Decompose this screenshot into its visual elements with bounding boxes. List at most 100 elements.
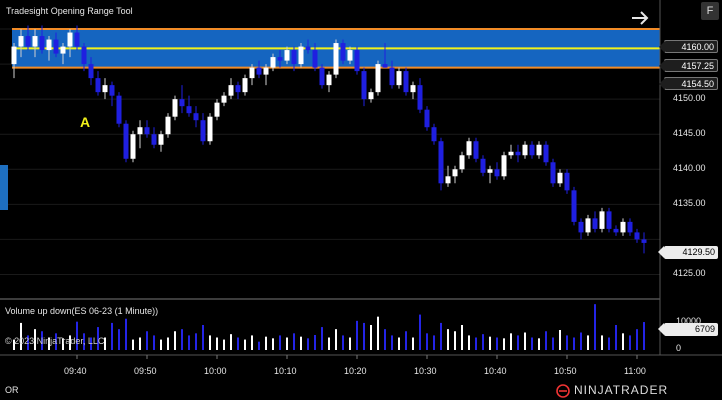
volume-bar: [349, 337, 351, 350]
candle-body: [60, 46, 66, 54]
candle: [466, 137, 472, 159]
volume-bar: [167, 337, 169, 350]
volume-bar: [524, 332, 526, 350]
candle-body: [228, 85, 234, 96]
volume-bar: [587, 335, 589, 350]
candle-body: [522, 144, 528, 156]
last-volume-tag: 6709: [658, 323, 718, 336]
volume-bar: [237, 337, 239, 350]
candle: [368, 88, 374, 103]
candle: [557, 169, 563, 187]
volume-bar: [230, 334, 232, 350]
time-axis-label: 10:30: [414, 366, 437, 376]
candle-body: [158, 134, 164, 145]
candle-body: [333, 43, 339, 75]
f-button[interactable]: F: [701, 2, 719, 20]
candle-body: [389, 67, 395, 86]
volume-bar: [440, 322, 442, 350]
candle-body: [564, 172, 570, 191]
volume-bar: [426, 333, 428, 350]
candle-body: [242, 78, 248, 93]
volume-bar: [566, 335, 568, 350]
volume-bar: [433, 335, 435, 350]
candle: [641, 232, 647, 254]
time-axis-label: 09:50: [134, 366, 157, 376]
candle: [256, 60, 262, 79]
candle-body: [424, 109, 430, 128]
candle: [144, 120, 150, 138]
candle: [228, 78, 234, 100]
price-axis-label: 4125.00: [673, 268, 706, 279]
candle: [242, 74, 248, 96]
candle-body: [53, 39, 59, 54]
candle: [88, 57, 94, 86]
candle-body: [578, 221, 584, 233]
volume-bar: [601, 335, 603, 350]
volume-bar: [272, 338, 274, 350]
time-axis-label: 10:10: [274, 366, 297, 376]
volume-bar: [405, 331, 407, 350]
candle-body: [326, 74, 332, 86]
candlestick-series: [11, 25, 647, 254]
volume-bar: [279, 335, 281, 350]
price-axis-label: 4135.00: [673, 198, 706, 209]
volume-bar: [265, 336, 267, 350]
volume-panel-title: Volume up down(ES 06-23 (1 Minute)): [5, 306, 159, 316]
candle: [165, 113, 171, 138]
candle-body: [200, 120, 206, 142]
or-mid-price-tag: 4157.25: [659, 59, 718, 72]
volume-bar: [209, 335, 211, 350]
candle-body: [298, 46, 304, 65]
price-axis-label: 4150.00: [673, 93, 706, 104]
candle-body: [592, 218, 598, 229]
candle: [564, 169, 570, 194]
candle-body: [410, 85, 416, 93]
candle: [172, 95, 178, 121]
candle: [340, 39, 346, 65]
ninjatrader-logo-text: NINJATRADER: [574, 383, 669, 397]
ninjatrader-logo-icon: [556, 384, 570, 398]
candle-body: [627, 221, 633, 233]
volume-bar: [356, 320, 358, 350]
candle-body: [46, 39, 52, 51]
candle: [11, 43, 17, 79]
last-price-tag: 4129.50: [658, 246, 718, 259]
candle-body: [438, 141, 444, 184]
candle-body: [340, 43, 346, 61]
volume-bar: [482, 334, 484, 350]
volume-bar: [20, 322, 22, 350]
candle-body: [32, 36, 38, 47]
volume-bar: [48, 337, 50, 350]
volume-bar: [293, 333, 295, 350]
candle-body: [312, 50, 318, 68]
volume-bar: [195, 333, 197, 350]
volume-bar: [13, 339, 15, 350]
candle: [410, 81, 416, 100]
candle-body: [74, 32, 80, 47]
candle: [284, 46, 290, 65]
volume-bar: [594, 304, 596, 350]
volume-bar: [300, 336, 302, 350]
volume-bar: [363, 322, 365, 350]
candle: [39, 25, 45, 54]
candle-body: [382, 64, 388, 68]
volume-bar: [111, 322, 113, 350]
candle: [627, 218, 633, 236]
sidebar-handle[interactable]: [0, 165, 8, 210]
candle: [130, 130, 136, 163]
volume-bar: [622, 333, 624, 350]
volume-bar: [412, 337, 414, 350]
volume-bar: [223, 339, 225, 350]
volume-axis-label-0: 0: [676, 343, 682, 353]
candle-body: [501, 155, 507, 177]
candle: [613, 225, 619, 236]
candle-body: [417, 85, 423, 110]
volume-bar: [251, 335, 253, 350]
volume-bar: [314, 335, 316, 350]
arrow-right-icon[interactable]: [628, 6, 652, 30]
candle-body: [515, 151, 521, 156]
candle-body: [431, 127, 437, 142]
candle: [452, 165, 458, 184]
candle: [438, 137, 444, 191]
